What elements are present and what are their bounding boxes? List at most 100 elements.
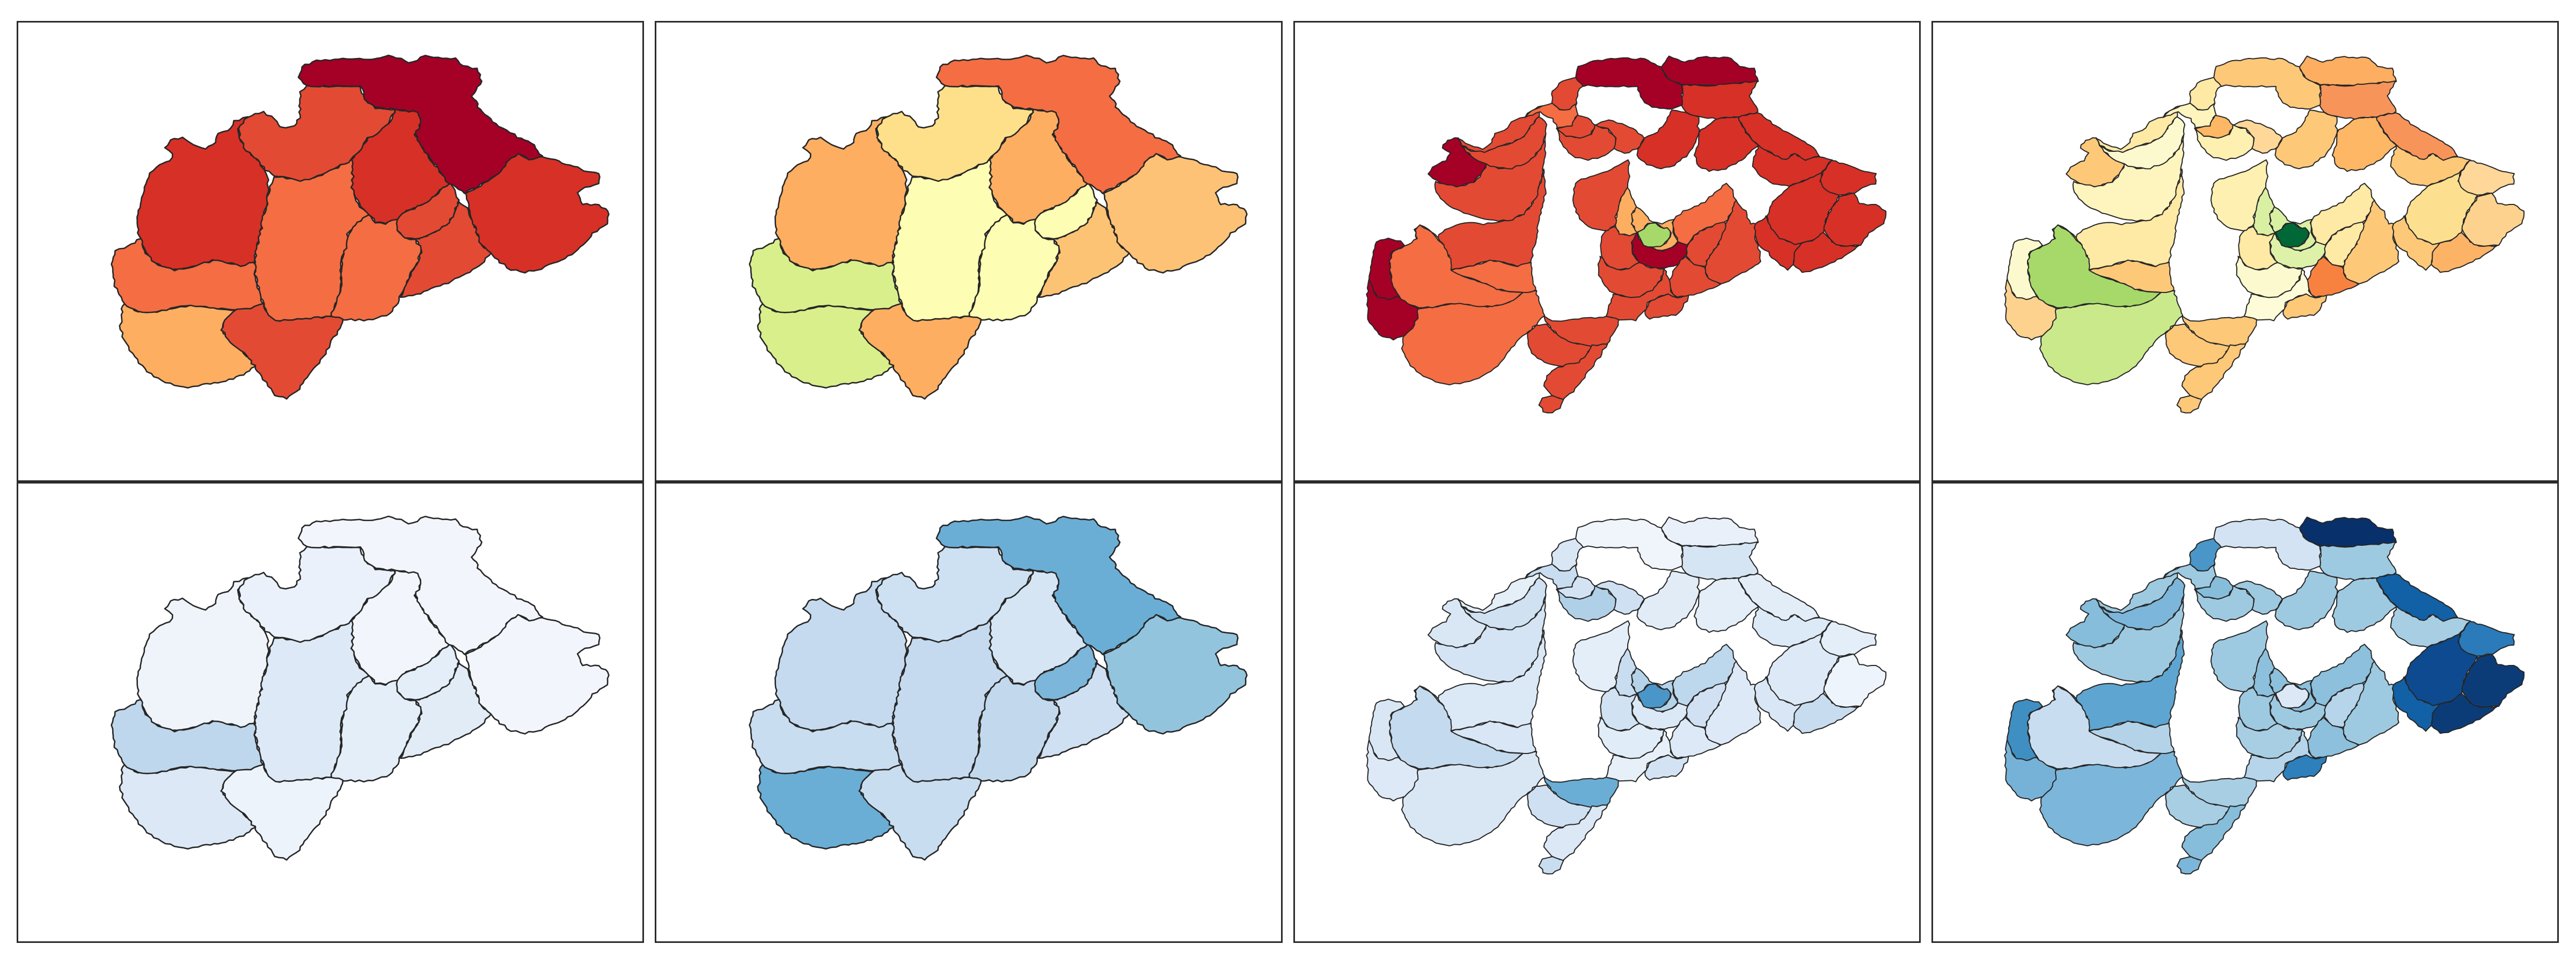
province-leraba[interactable] bbox=[2004, 279, 2056, 340]
province-soum[interactable] bbox=[2214, 58, 2321, 109]
province-tapoa[interactable] bbox=[1824, 193, 1886, 246]
province-seno[interactable] bbox=[2319, 542, 2396, 580]
region-sahel[interactable] bbox=[936, 516, 1181, 654]
province-mouhoun[interactable] bbox=[1435, 595, 1546, 682]
province-komondjari[interactable] bbox=[2458, 621, 2514, 656]
region-boucle-du-mouhoun[interactable] bbox=[775, 578, 908, 730]
map-panel-6[interactable] bbox=[1293, 482, 1921, 943]
region-sud-ouest[interactable] bbox=[221, 764, 343, 860]
map-panel-4[interactable] bbox=[17, 482, 645, 943]
province-oudalan[interactable] bbox=[2299, 56, 2396, 86]
map-panel-7[interactable] bbox=[1931, 482, 2559, 943]
province-poni[interactable] bbox=[1543, 344, 1607, 399]
province-tapoa[interactable] bbox=[2462, 654, 2524, 707]
province-seno[interactable] bbox=[2319, 81, 2396, 119]
province-zoundweogo[interactable] bbox=[1669, 718, 1720, 758]
province-tuy[interactable] bbox=[1451, 721, 1536, 753]
province-tuy[interactable] bbox=[2089, 260, 2174, 292]
province-leraba[interactable] bbox=[1366, 740, 1418, 801]
province-ioba[interactable] bbox=[1544, 777, 1619, 807]
province-zondoma[interactable] bbox=[2196, 576, 2233, 599]
province-seno[interactable] bbox=[1681, 81, 1758, 119]
province-tapoa[interactable] bbox=[1824, 654, 1886, 707]
province-oudalan[interactable] bbox=[1661, 517, 1758, 547]
province-zoundweogo[interactable] bbox=[2308, 257, 2359, 297]
region-plateau-central[interactable] bbox=[397, 644, 459, 700]
map-panel-0[interactable] bbox=[17, 21, 645, 482]
province-komondjari[interactable] bbox=[2458, 160, 2514, 195]
province-ziro[interactable] bbox=[2236, 257, 2302, 298]
province-tuy[interactable] bbox=[2089, 721, 2174, 753]
region-hauts-bassins[interactable] bbox=[112, 700, 264, 774]
region-plateau-central[interactable] bbox=[397, 183, 459, 239]
province-sanmatenga[interactable] bbox=[2275, 110, 2337, 169]
province-poni[interactable] bbox=[2182, 805, 2246, 860]
region-est[interactable] bbox=[1104, 153, 1247, 273]
region-hauts-bassins[interactable] bbox=[112, 239, 264, 313]
province-leraba[interactable] bbox=[2004, 740, 2056, 801]
province-oubritenga[interactable] bbox=[2269, 668, 2316, 712]
province-yagha[interactable] bbox=[2376, 574, 2457, 621]
region-est[interactable] bbox=[466, 614, 609, 734]
province-sanguie[interactable] bbox=[2211, 160, 2268, 231]
region-est[interactable] bbox=[466, 153, 609, 273]
province-bale[interactable] bbox=[1438, 169, 1546, 270]
province-seno[interactable] bbox=[1681, 542, 1758, 580]
province-oubritenga[interactable] bbox=[1631, 207, 1678, 251]
province-zondoma[interactable] bbox=[1557, 576, 1594, 599]
province-ziro[interactable] bbox=[1598, 718, 1664, 759]
province-zondoma[interactable] bbox=[2196, 115, 2233, 138]
province-zondoma[interactable] bbox=[1557, 115, 1594, 138]
province-komondjari[interactable] bbox=[1820, 160, 1876, 195]
province-sanmatenga[interactable] bbox=[1637, 571, 1699, 630]
map-panel-3[interactable] bbox=[1931, 21, 2559, 482]
province-koulpelogo[interactable] bbox=[1754, 216, 1801, 270]
region-nord[interactable] bbox=[877, 546, 1034, 642]
province-ganzourgou[interactable] bbox=[1672, 184, 1736, 245]
province-tuy[interactable] bbox=[1451, 260, 1536, 292]
province-ioba[interactable] bbox=[2182, 777, 2257, 807]
province-ioba[interactable] bbox=[1544, 316, 1619, 346]
region-est[interactable] bbox=[1104, 614, 1247, 734]
region-sud-ouest[interactable] bbox=[859, 303, 981, 399]
province-ziro[interactable] bbox=[1598, 257, 1664, 298]
province-zoundweogo[interactable] bbox=[1669, 257, 1720, 297]
province-oubritenga[interactable] bbox=[2269, 207, 2316, 251]
province-soum[interactable] bbox=[1576, 58, 1683, 109]
region-nord[interactable] bbox=[877, 85, 1034, 181]
province-sanguie[interactable] bbox=[1572, 160, 1629, 231]
province-komondjari[interactable] bbox=[1820, 621, 1876, 656]
province-yatenga[interactable] bbox=[1525, 103, 1578, 128]
province-yagha[interactable] bbox=[2376, 113, 2457, 160]
province-sanmatenga[interactable] bbox=[2275, 571, 2337, 630]
province-mouhoun[interactable] bbox=[2073, 134, 2184, 221]
region-hauts-bassins[interactable] bbox=[750, 239, 902, 313]
region-hauts-bassins[interactable] bbox=[750, 700, 902, 774]
province-soum[interactable] bbox=[2214, 519, 2321, 570]
map-panel-2[interactable] bbox=[1293, 21, 1921, 482]
province-oudalan[interactable] bbox=[2299, 517, 2396, 547]
province-sanguie[interactable] bbox=[1572, 621, 1629, 692]
region-sahel[interactable] bbox=[298, 55, 543, 193]
region-nord[interactable] bbox=[239, 546, 396, 642]
province-kenedougou[interactable] bbox=[2007, 238, 2043, 300]
province-yatenga[interactable] bbox=[2163, 564, 2216, 589]
province-poni[interactable] bbox=[1543, 805, 1607, 860]
province-yatenga[interactable] bbox=[1525, 564, 1578, 589]
province-ganzourgou[interactable] bbox=[1672, 645, 1736, 706]
province-ganzourgou[interactable] bbox=[2311, 184, 2374, 245]
province-bale[interactable] bbox=[2076, 630, 2184, 731]
region-boucle-du-mouhoun[interactable] bbox=[775, 117, 908, 269]
province-yagha[interactable] bbox=[1738, 574, 1819, 621]
region-sud-ouest[interactable] bbox=[859, 764, 981, 860]
province-mouhoun[interactable] bbox=[2073, 595, 2184, 682]
province-yagha[interactable] bbox=[1738, 113, 1819, 160]
region-boucle-du-mouhoun[interactable] bbox=[137, 117, 269, 269]
region-plateau-central[interactable] bbox=[1035, 183, 1097, 239]
map-panel-5[interactable] bbox=[655, 482, 1283, 943]
province-oubritenga[interactable] bbox=[1631, 668, 1678, 712]
province-koulpelogo[interactable] bbox=[1754, 677, 1801, 731]
region-boucle-du-mouhoun[interactable] bbox=[137, 578, 269, 730]
province-soum[interactable] bbox=[1576, 519, 1683, 570]
province-tapoa[interactable] bbox=[2462, 193, 2524, 246]
